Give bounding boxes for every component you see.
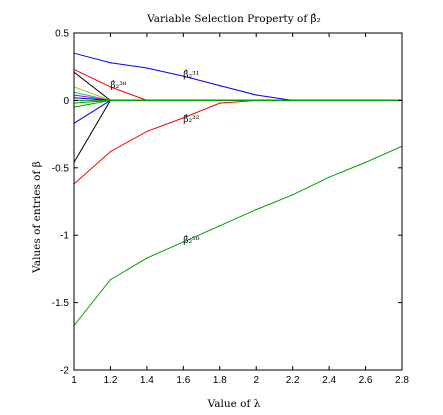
series-4 bbox=[73, 145, 403, 327]
y-axis-label: Values of entries of β bbox=[31, 161, 43, 274]
x-tick-label: 2.2 bbox=[286, 375, 300, 386]
annotation-label: β̂₂³¹ bbox=[183, 69, 199, 80]
data-point bbox=[219, 85, 221, 87]
data-point bbox=[146, 67, 148, 69]
plot-frame bbox=[73, 32, 403, 371]
series-line bbox=[73, 52, 402, 101]
y-tick-label: -1.5 bbox=[52, 298, 70, 309]
series-layer bbox=[73, 52, 403, 327]
x-tick-label: 2 bbox=[253, 375, 259, 386]
y-tick-label: 0.5 bbox=[55, 29, 69, 40]
series-line bbox=[73, 99, 402, 163]
data-point bbox=[182, 241, 184, 243]
series-line bbox=[73, 94, 402, 101]
series-13 bbox=[73, 99, 403, 108]
series-8 bbox=[73, 91, 403, 101]
x-tick-label: 1.6 bbox=[176, 375, 190, 386]
series-line bbox=[73, 145, 403, 326]
x-tick-label: 2.6 bbox=[359, 375, 373, 386]
x-tick-label: 2.4 bbox=[322, 375, 336, 386]
ticks-layer: 1 1.2 1.4 1.6 1.8 2 2.2 2.4 2.6 2.8 0.5 0 -0.5 -1 -1.5… bbox=[52, 29, 410, 387]
x-tick-label: 1 bbox=[71, 375, 77, 386]
y-tick-label: 0 bbox=[63, 96, 69, 107]
x-axis-label: Value of λ bbox=[207, 398, 261, 410]
data-point bbox=[146, 99, 148, 101]
series-7 bbox=[73, 99, 403, 124]
series-6 bbox=[73, 99, 403, 163]
y-tick-label: -1 bbox=[60, 231, 69, 242]
data-point bbox=[328, 99, 330, 101]
y-tick-label: -0.5 bbox=[52, 163, 70, 174]
data-point bbox=[109, 86, 111, 88]
data-point bbox=[182, 99, 184, 101]
series-1 bbox=[73, 52, 403, 101]
series-line bbox=[73, 99, 402, 124]
data-point bbox=[219, 225, 221, 227]
x-tick-label: 1.8 bbox=[213, 375, 227, 386]
series-line bbox=[73, 99, 402, 185]
data-point bbox=[328, 176, 330, 178]
data-point bbox=[219, 102, 221, 104]
series-14 bbox=[73, 99, 403, 101]
annotation-label: β̂₂⁵⁰ bbox=[183, 235, 199, 246]
data-point bbox=[109, 99, 111, 101]
x-tick-label: 2.8 bbox=[395, 375, 409, 386]
data-point bbox=[292, 194, 294, 196]
data-point bbox=[146, 130, 148, 132]
data-point bbox=[255, 94, 257, 96]
annotation-label: β̂₂³² bbox=[183, 114, 199, 125]
chart-title: Variable Selection Property of β̂₂ bbox=[146, 13, 321, 25]
data-point bbox=[219, 99, 221, 101]
x-tick-label: 1.4 bbox=[140, 375, 154, 386]
data-point bbox=[182, 75, 184, 77]
data-point bbox=[255, 99, 257, 101]
data-point bbox=[109, 151, 111, 153]
data-point bbox=[365, 161, 367, 163]
series-line bbox=[73, 91, 402, 101]
data-point bbox=[109, 279, 111, 281]
annotation-layer: β̂₂³⁸ β̂₂³¹ β̂₂³² β̂₂⁵⁰ bbox=[110, 69, 199, 246]
x-tick-label: 1.2 bbox=[103, 375, 117, 386]
annotation-label: β̂₂³⁸ bbox=[110, 80, 126, 91]
data-point bbox=[182, 117, 184, 119]
data-point bbox=[109, 62, 111, 64]
data-point bbox=[255, 209, 257, 211]
data-point bbox=[292, 99, 294, 101]
data-point bbox=[365, 99, 367, 101]
y-tick-label: -2 bbox=[60, 366, 69, 377]
data-point bbox=[146, 257, 148, 259]
series-3 bbox=[73, 99, 403, 185]
